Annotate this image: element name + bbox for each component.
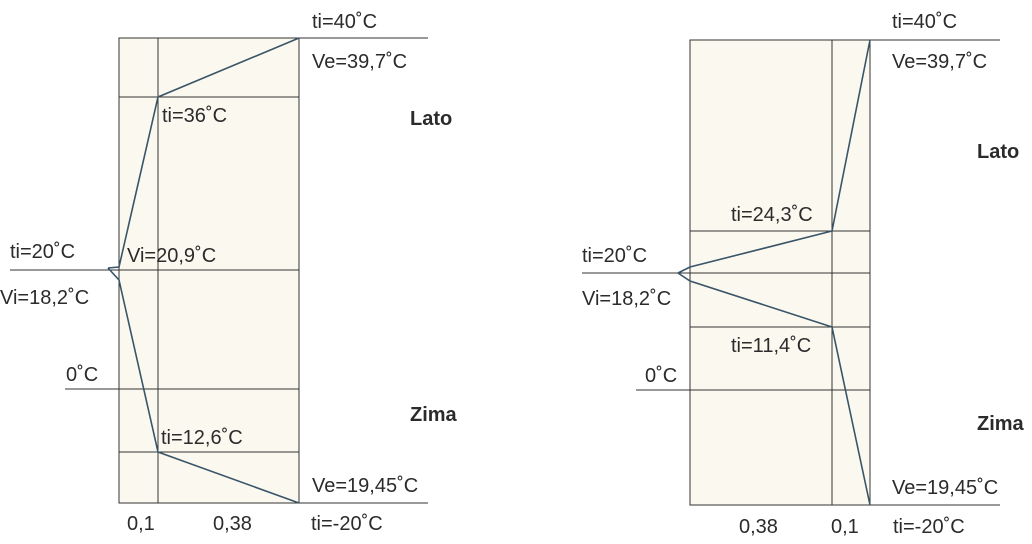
left-ve-winter: Ve=19,45˚C — [312, 475, 418, 497]
left-winter-temperature-curve — [107, 267, 300, 504]
right-diagram: ti=40˚C Ve=39,7˚C Lato ti=24,3˚C ti=20˚C… — [582, 11, 1025, 538]
left-ve-summer: Ve=39,7˚C — [312, 51, 407, 73]
left-season-summer: Lato — [410, 108, 452, 130]
left-vi-winter: Vi=18,2˚C — [0, 287, 89, 309]
left-zero-label: 0˚C — [66, 364, 98, 386]
right-season-winter: Zima — [977, 413, 1025, 435]
left-layer-summer-temp: ti=36˚C — [162, 105, 227, 127]
right-ve-winter: Ve=19,45˚C — [892, 477, 998, 499]
left-summer-temperature-curve — [107, 37, 300, 269]
left-season-winter: Zima — [410, 404, 458, 426]
right-wall-thickness: 0,38 — [739, 516, 778, 538]
right-season-summer: Lato — [977, 141, 1019, 163]
right-outdoor-winter-temp: ti=-20˚C — [893, 516, 965, 538]
left-outdoor-summer-temp: ti=40˚C — [312, 11, 377, 33]
right-summer-temperature-curve — [677, 39, 871, 274]
right-insulation-thickness: 0,1 — [831, 516, 859, 538]
right-zero-label: 0˚C — [645, 365, 677, 387]
left-diagram: ti=40˚C Ve=39,7˚C ti=36˚C Lato ti=20˚C V… — [0, 11, 458, 535]
right-layer-summer-temp: ti=24,3˚C — [731, 204, 813, 226]
right-winter-temperature-curve — [677, 272, 871, 506]
left-outdoor-winter-temp: ti=-20˚C — [311, 513, 383, 535]
right-outdoor-summer-temp: ti=40˚C — [892, 11, 957, 33]
left-layer-winter-temp: ti=12,6˚C — [161, 427, 243, 449]
right-ve-summer: Ve=39,7˚C — [892, 51, 987, 73]
left-indoor-temp: ti=20˚C — [10, 241, 75, 263]
left-wall-thickness: 0,38 — [213, 513, 252, 535]
left-vi-summer: Vi=20,9˚C — [127, 245, 216, 267]
right-layer-winter-temp: ti=11,4˚C — [731, 335, 811, 357]
right-indoor-temp: ti=20˚C — [582, 245, 647, 267]
left-insulation-thickness: 0,1 — [127, 513, 155, 535]
right-vi-winter: Vi=18,2˚C — [582, 288, 671, 310]
